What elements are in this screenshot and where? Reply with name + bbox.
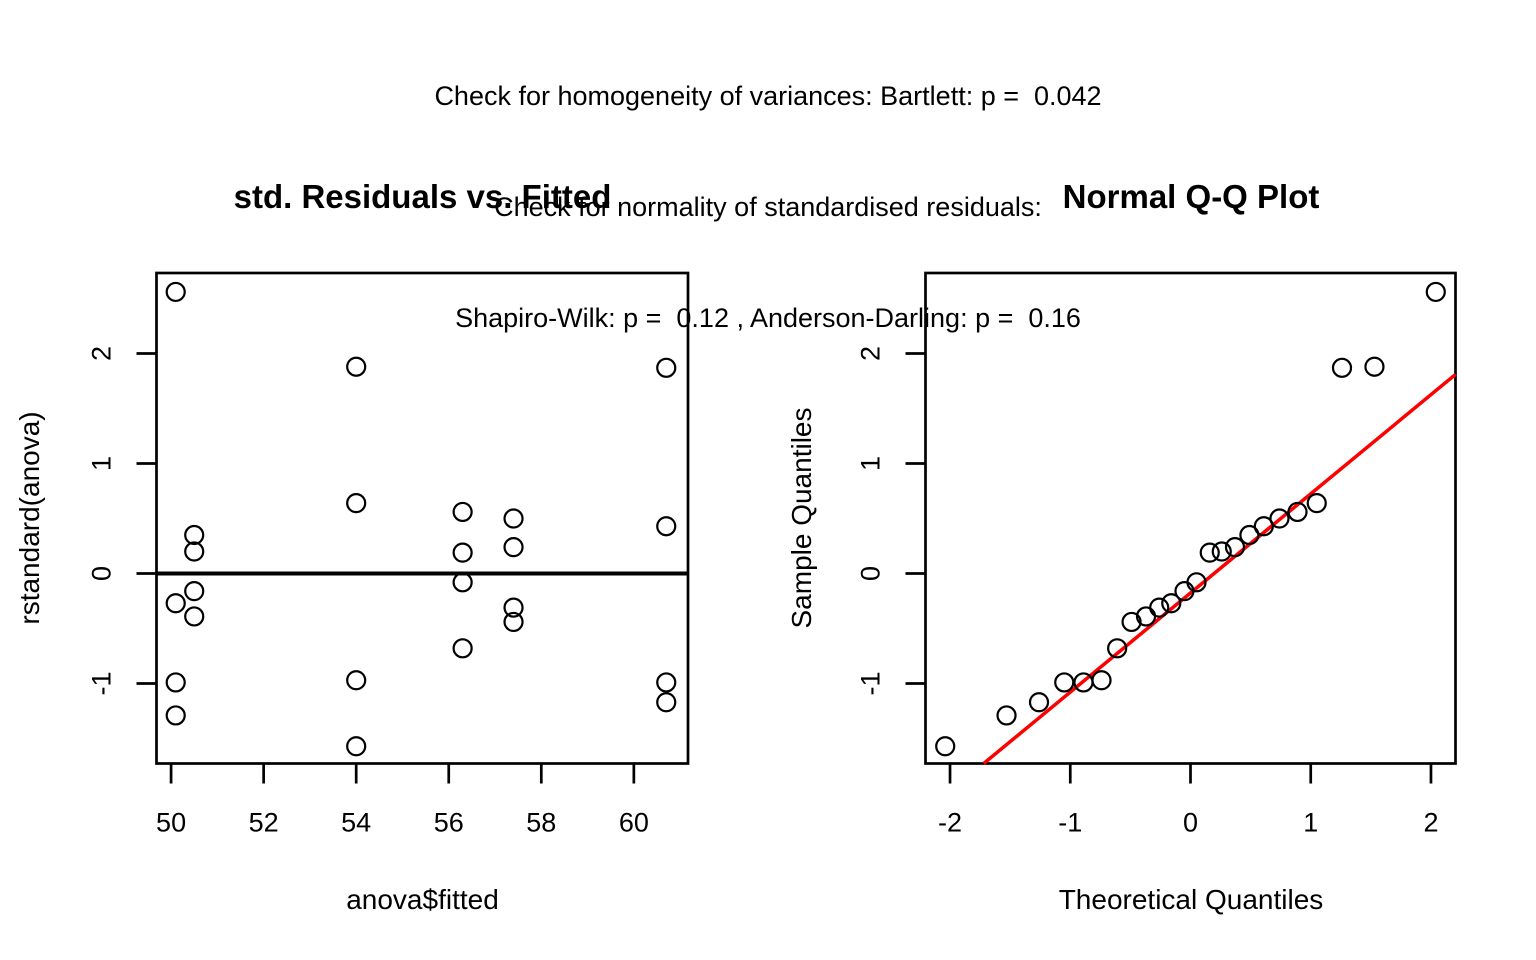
data-point [935, 736, 956, 757]
residuals-plot-xlabel: anova$fitted [346, 884, 499, 915]
data-point [346, 670, 367, 691]
data-point [1306, 493, 1327, 514]
data-point [165, 593, 186, 614]
data-point [1161, 593, 1182, 614]
qq-plot-title: Normal Q-Q Plot [1062, 178, 1320, 215]
residuals-plot-title: std. Residuals vs. Fitted [233, 178, 612, 215]
data-point [1149, 597, 1170, 618]
data-point [656, 516, 677, 537]
qq-panel: -2 -1 0 1 2 -1 0 1 2 [856, 271, 1457, 838]
data-point [184, 581, 205, 602]
y-tick-label: 0 [856, 566, 886, 581]
data-point [165, 705, 186, 726]
data-point [452, 638, 473, 659]
data-point [165, 672, 186, 693]
x-tick-label: -1 [1058, 808, 1082, 838]
data-point [1211, 541, 1232, 562]
x-tick-label: 0 [1183, 808, 1198, 838]
x-tick-label: -2 [938, 808, 962, 838]
data-point [1091, 670, 1112, 691]
data-point [452, 572, 473, 593]
data-point [346, 493, 367, 514]
data-point [996, 705, 1017, 726]
data-point [1107, 638, 1128, 659]
data-point [656, 357, 677, 378]
x-tick-label: 54 [341, 808, 371, 838]
x-tick-label: 1 [1303, 808, 1318, 838]
x-tick-label: 56 [434, 808, 464, 838]
data-point [346, 736, 367, 757]
qq-reference-line [982, 373, 1457, 765]
x-tick-label: 2 [1423, 808, 1438, 838]
plot-box [155, 271, 690, 765]
data-point [184, 524, 205, 546]
data-point [184, 541, 205, 562]
data-point [1028, 692, 1050, 713]
data-point [503, 597, 524, 618]
header-line-shapiro-anderson: Shapiro-Wilk: p = 0.12 , Anderson-Darlin… [455, 303, 1081, 333]
diagnostics-header: Check for homogeneity of variances: Bart… [0, 4, 1536, 411]
data-point [1287, 501, 1308, 523]
data-point [1425, 281, 1446, 303]
data-point [1199, 542, 1220, 563]
data-point [1253, 516, 1274, 537]
x-tick-label: 58 [526, 808, 556, 838]
y-tick-label: -1 [856, 672, 886, 696]
data-point [503, 508, 524, 529]
data-point [1331, 357, 1353, 378]
residuals-panel: 50 52 54 56 58 60 -1 0 1 2 [87, 271, 690, 838]
data-point [165, 281, 186, 303]
data-point [503, 537, 524, 558]
y-tick-label: 0 [87, 566, 117, 581]
data-point [1224, 537, 1246, 558]
data-point [656, 672, 677, 693]
x-tick-label: 60 [619, 808, 649, 838]
data-point [1121, 611, 1142, 633]
header-line-bartlett: Check for homogeneity of variances: Bart… [434, 81, 1102, 111]
header-line-normality: Check for normality of standardised resi… [494, 192, 1042, 222]
data-point [656, 692, 677, 713]
x-tick-label: 50 [156, 808, 186, 838]
data-point [184, 606, 205, 627]
data-point [346, 356, 367, 377]
qq-plot-xlabel: Theoretical Quantiles [1058, 884, 1324, 915]
y-tick-label: 2 [87, 346, 117, 361]
data-point [503, 611, 524, 633]
data-point [1364, 356, 1385, 377]
y-tick-label: 1 [856, 456, 886, 471]
data-point [452, 542, 473, 563]
y-tick-label: -1 [87, 672, 117, 696]
data-point [1186, 572, 1207, 593]
x-tick-label: 52 [249, 808, 279, 838]
data-point [452, 501, 473, 523]
y-tick-label: 1 [87, 456, 117, 471]
data-point [1269, 508, 1290, 529]
data-point [1054, 672, 1075, 693]
y-tick-label: 2 [856, 346, 886, 361]
data-point [1239, 524, 1260, 546]
